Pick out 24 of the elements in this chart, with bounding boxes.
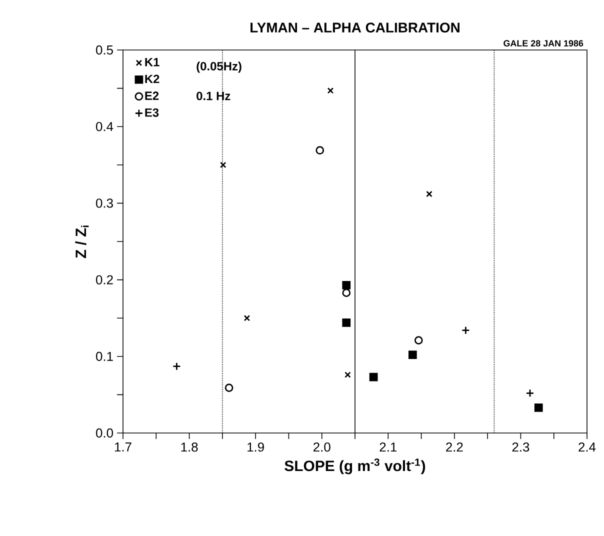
- y-tick-label: 0.5: [96, 45, 113, 55]
- legend-label: K1: [145, 58, 160, 66]
- x-tick-label: 2.1: [380, 442, 397, 452]
- text: GALE 28 JAN 1986: [504, 40, 584, 46]
- x-tick-label: 1.7: [114, 442, 132, 452]
- x-tick-label: 1.8: [181, 442, 198, 452]
- y-tick-label: 0.4: [96, 122, 114, 132]
- y-axis-title: Z / Z$_{i}$: [75, 226, 89, 258]
- legend-label: E2: [145, 92, 159, 100]
- y-tick-label: 0.1: [96, 352, 113, 361]
- y-tick-label: 0.2: [96, 275, 113, 284]
- y-tick-label: 0.3: [96, 198, 113, 208]
- legend-label: K2: [145, 74, 160, 84]
- x-axis-title: SLOPE (g m$^{-3}$ volt$^{-1}$): [284, 458, 426, 474]
- x-tick-label: 2.3: [512, 442, 530, 452]
- annotation: 0.1 Hz: [196, 92, 230, 100]
- annotation: (0.05Hz): [196, 62, 242, 73]
- x-tick-label: 2.2: [446, 442, 463, 452]
- x-tick-label: 2.0: [314, 442, 330, 452]
- legend-label: E3: [145, 108, 159, 117]
- x-tick-label: 1.9: [248, 442, 264, 452]
- chart-title: LYMAN – ALPHA CALIBRATION: [250, 22, 460, 33]
- x-tick-label: 2.4: [578, 442, 596, 452]
- y-tick-label: 0.0: [96, 428, 114, 438]
